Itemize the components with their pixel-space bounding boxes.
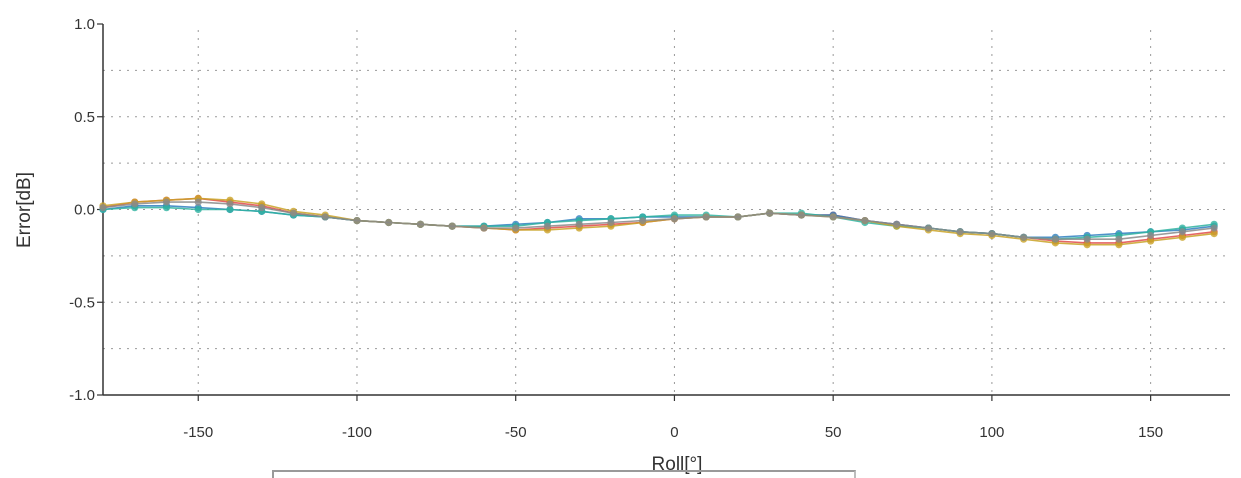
series-5-point (734, 213, 742, 221)
series-5-point (1020, 233, 1028, 241)
series-5-point (543, 222, 552, 230)
x-axis-ticks: -150 -100 -50 0 50 100 150 (183, 395, 1163, 441)
legend-box (272, 470, 856, 478)
x-tick-label: -100 (342, 424, 372, 441)
series-5-point (1147, 231, 1155, 240)
series-4-point (1147, 237, 1155, 245)
series-5-point (988, 230, 996, 238)
y-axis-ticks: 1.0 0.5 0.0 -0.5 -1.0 (69, 16, 103, 404)
x-tick-label: 150 (1138, 424, 1163, 441)
series-line-5 (102, 201, 1215, 240)
series-5-point (829, 213, 837, 221)
series-5-point (924, 224, 933, 232)
series-line-3 (102, 206, 1215, 241)
series-5-point (702, 213, 710, 221)
series-4-point (1210, 230, 1218, 238)
series-5-point (607, 218, 615, 227)
x-axis-title: Roll[°] (652, 454, 703, 475)
series-5-point (861, 217, 869, 225)
series-5-point (448, 222, 456, 230)
series-5-point (289, 209, 298, 217)
series-5-point (162, 198, 171, 206)
series-5-point (797, 211, 806, 219)
series-5-point (1115, 235, 1123, 243)
series-4-point (1178, 233, 1186, 241)
y-tick-label: -1.0 (69, 387, 95, 404)
series-5-point (131, 200, 139, 208)
series-5-point (321, 213, 329, 221)
series-5-point (1178, 228, 1186, 236)
series-5-point (480, 224, 488, 232)
y-axis-title: Error[dB] (14, 172, 35, 248)
series-5-point (1083, 235, 1091, 243)
x-tick-label: -150 (183, 424, 213, 441)
series-5-point (99, 204, 107, 212)
series-line-4 (102, 197, 1215, 246)
series-3-point (226, 205, 234, 214)
y-tick-label: 0.5 (74, 109, 95, 126)
series-layer (99, 194, 1218, 249)
series-5-point (194, 198, 202, 206)
series-4-point (1083, 241, 1091, 249)
x-tick-label: -50 (505, 424, 527, 441)
series-5-point (1051, 235, 1059, 243)
series-5-point (258, 204, 266, 212)
y-tick-label: 0.0 (74, 202, 95, 219)
series-5-point (670, 215, 679, 223)
series-5-point (416, 220, 425, 228)
series-5-point (512, 224, 520, 232)
y-tick-label: 1.0 (74, 16, 95, 33)
series-5-point (575, 220, 583, 228)
series-4-point (1115, 241, 1123, 249)
series-5-point (766, 209, 774, 217)
series-5-point (1210, 224, 1218, 232)
series-5-point (956, 228, 964, 236)
series-5-point (893, 220, 901, 228)
series-5-point (226, 200, 234, 208)
series-5-point (353, 217, 361, 225)
grid (103, 30, 1230, 395)
x-tick-label: 50 (825, 424, 842, 441)
x-tick-label: 100 (979, 424, 1004, 441)
x-tick-label: 0 (670, 424, 678, 441)
y-tick-label: -0.5 (69, 294, 95, 311)
series-line-2 (102, 205, 1215, 239)
series-3-point (162, 204, 171, 212)
series-5-point (639, 217, 647, 225)
series-5-point (385, 218, 393, 227)
series-3-point (194, 205, 202, 214)
